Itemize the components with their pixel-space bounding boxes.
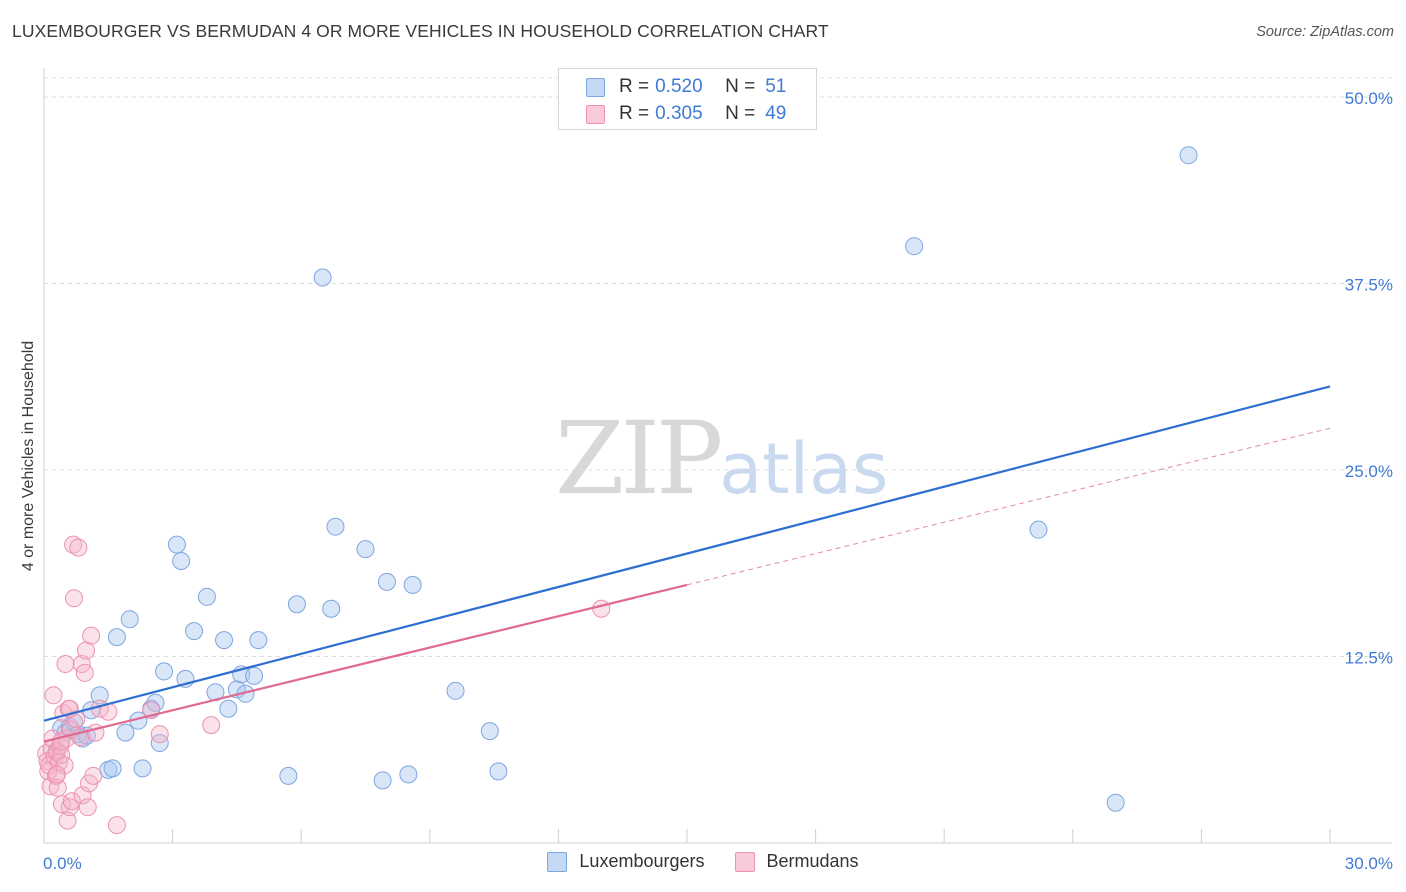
data-point-luxembourgers	[133, 759, 152, 778]
data-point-bermudans	[73, 786, 92, 805]
axes	[43, 68, 1392, 844]
watermark: ZIPatlas	[555, 400, 888, 517]
x-tick-label: 0.0%	[43, 854, 82, 873]
data-point-luxembourgers	[356, 540, 375, 559]
source-credit: Source: ZipAtlas.com	[1256, 24, 1394, 40]
data-point-luxembourgers	[377, 572, 396, 591]
data-point-bermudans	[56, 654, 75, 673]
data-point-luxembourgers	[185, 622, 204, 641]
y-tick-label: 12.5%	[1345, 649, 1393, 668]
data-point-luxembourgers	[172, 552, 191, 571]
data-point-bermudans	[58, 811, 77, 830]
data-point-luxembourgers	[1179, 146, 1198, 165]
data-point-bermudans	[67, 710, 86, 729]
data-point-bermudans	[52, 745, 71, 764]
legend-swatch-luxembourgers	[547, 851, 568, 872]
data-point-luxembourgers	[446, 681, 465, 700]
data-point-bermudans	[78, 798, 97, 817]
data-point-luxembourgers	[489, 762, 508, 781]
legend-item-bermudans: Bermudans	[734, 851, 859, 872]
data-point-bermudans	[75, 663, 94, 682]
data-point-luxembourgers	[219, 699, 238, 718]
legend-label-bermudans: Bermudans	[766, 851, 859, 871]
data-point-bermudans	[62, 792, 81, 811]
data-point-luxembourgers	[215, 631, 234, 650]
legend-r-label: R =	[619, 103, 650, 124]
legend-label-luxembourgers: Luxembourgers	[579, 851, 705, 871]
legend-swatch-bermudans	[586, 104, 605, 124]
data-point-luxembourgers	[905, 237, 924, 256]
legend-row-luxembourgers: R = 0.520 N = 51	[586, 76, 786, 98]
y-tick-label: 25.0%	[1345, 462, 1393, 481]
data-point-luxembourgers	[1106, 793, 1125, 812]
legend-r-label: R =	[619, 76, 650, 97]
data-point-luxembourgers	[287, 595, 306, 614]
series-legend: Luxembourgers Bermudans	[0, 851, 1406, 872]
data-point-luxembourgers	[107, 628, 126, 647]
data-point-luxembourgers	[120, 610, 139, 629]
data-point-bermudans	[77, 641, 96, 660]
data-point-luxembourgers	[249, 631, 268, 650]
x-tick-label: 30.0%	[1345, 854, 1393, 873]
y-tick-label: 37.5%	[1345, 276, 1393, 295]
legend-swatch-bermudans	[734, 851, 755, 872]
trend-lines	[43, 385, 1331, 743]
chart-title: LUXEMBOURGER VS BERMUDAN 4 OR MORE VEHIC…	[12, 21, 829, 41]
data-point-bermudans	[44, 686, 63, 705]
watermark-atlas: atlas	[719, 428, 889, 510]
legend-n-value: 49	[765, 103, 787, 124]
grid-lines	[44, 77, 1392, 657]
tick-labels: 12.5% 25.0% 37.5% 50.0% 0.0% 30.0%	[43, 89, 1393, 873]
data-point-luxembourgers	[245, 666, 264, 685]
legend-n-value: 51	[765, 76, 787, 97]
data-point-luxembourgers	[326, 517, 345, 536]
data-point-luxembourgers	[313, 268, 332, 287]
data-point-luxembourgers	[197, 587, 216, 606]
data-point-luxembourgers	[399, 765, 418, 784]
legend-r-value: 0.520	[655, 76, 703, 97]
data-point-luxembourgers	[116, 723, 135, 742]
legend-item-luxembourgers: Luxembourgers	[547, 851, 705, 872]
data-point-luxembourgers	[167, 535, 186, 554]
trend-line-bermudans	[43, 583, 688, 743]
data-point-luxembourgers	[1029, 520, 1048, 539]
data-points	[37, 146, 1198, 835]
correlation-legend: R = 0.520 N = 51 R = 0.305 N = 49	[558, 68, 817, 130]
data-point-bermudans	[150, 725, 169, 744]
data-point-bermudans	[41, 777, 60, 796]
legend-n-label: N =	[725, 103, 756, 124]
data-point-luxembourgers	[155, 662, 174, 681]
data-point-bermudans	[69, 538, 88, 557]
trend-line-extension-bermudans	[686, 427, 1331, 586]
legend-n-label: N =	[725, 76, 756, 97]
data-point-bermudans	[65, 589, 84, 608]
data-point-luxembourgers	[279, 766, 298, 785]
data-point-luxembourgers	[403, 575, 422, 594]
data-point-bermudans	[64, 535, 83, 554]
data-point-bermudans	[107, 816, 126, 835]
data-point-bermudans	[202, 716, 221, 735]
legend-swatch-luxembourgers	[586, 77, 605, 97]
data-point-luxembourgers	[90, 686, 109, 705]
trend-line-luxembourgers	[43, 385, 1331, 722]
data-point-luxembourgers	[480, 722, 499, 741]
data-point-bermudans	[82, 626, 101, 645]
data-point-bermudans	[47, 765, 66, 784]
legend-r-value: 0.305	[655, 103, 703, 124]
watermark-zip: ZIP	[555, 400, 723, 517]
legend-row-bermudans: R = 0.305 N = 49	[586, 103, 786, 125]
data-point-luxembourgers	[103, 759, 122, 778]
data-point-bermudans	[84, 766, 103, 785]
data-point-bermudans	[592, 599, 611, 618]
y-tick-label: 50.0%	[1345, 89, 1393, 108]
data-point-luxembourgers	[373, 771, 392, 790]
data-point-luxembourgers	[322, 599, 341, 618]
